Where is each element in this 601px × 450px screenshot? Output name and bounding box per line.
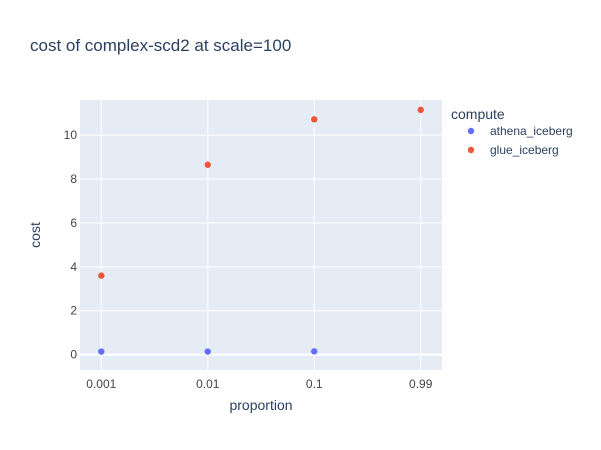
legend-label-athena_iceberg[interactable]: athena_iceberg: [490, 124, 573, 138]
y-tick-label: 2: [70, 304, 77, 318]
legend-marker-glue_iceberg: [467, 146, 475, 154]
y-tick-label: 10: [64, 128, 78, 142]
y-tick-label: 6: [70, 216, 77, 230]
x-tick-label: 0.1: [306, 377, 323, 391]
legend-items: athena_iceberg glue_iceberg: [467, 124, 573, 157]
data-point-glue_iceberg[interactable]: [311, 116, 318, 123]
x-axis-label: proportion: [229, 397, 292, 413]
legend-label-glue_iceberg[interactable]: glue_iceberg: [490, 143, 559, 157]
legend: compute athena_iceberg glue_iceberg: [451, 106, 573, 157]
y-axis-label: cost: [27, 222, 43, 248]
data-point-glue_iceberg[interactable]: [204, 161, 211, 168]
grid-layer: [80, 100, 442, 370]
x-tick-label: 0.001: [86, 377, 116, 391]
data-point-athena_iceberg[interactable]: [311, 348, 318, 355]
legend-title: compute: [451, 106, 505, 122]
chart-title: cost of complex-scd2 at scale=100: [30, 36, 291, 55]
plot-background: [80, 100, 442, 370]
tick-layer: 0.001 0.01 0.1 0.99 0 2 4 6 8 10: [64, 128, 433, 391]
data-point-athena_iceberg[interactable]: [204, 348, 211, 355]
x-tick-label: 0.99: [409, 377, 433, 391]
points-layer: [98, 106, 424, 355]
data-point-glue_iceberg[interactable]: [417, 106, 424, 114]
y-tick-label: 0: [70, 348, 77, 362]
y-tick-label: 4: [70, 260, 77, 274]
data-point-athena_iceberg[interactable]: [98, 348, 105, 355]
data-point-glue_iceberg[interactable]: [98, 272, 105, 279]
x-tick-label: 0.01: [196, 377, 220, 391]
legend-marker-athena_iceberg: [467, 127, 475, 135]
y-tick-label: 8: [70, 172, 77, 186]
